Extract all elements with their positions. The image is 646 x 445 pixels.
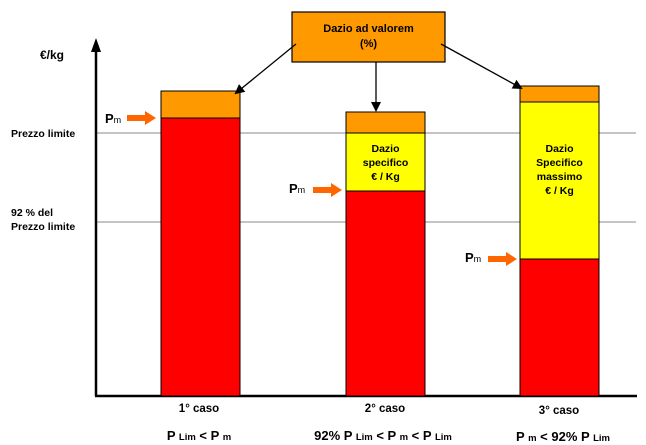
svg-text:Pm: Pm xyxy=(465,250,481,265)
svg-text:Pm: Pm xyxy=(105,111,121,126)
case3-duty-line2: Specifico xyxy=(536,157,583,169)
case1-title: 1° caso xyxy=(179,403,219,415)
case2-red-segment xyxy=(345,190,426,397)
pct92-label-line1: 92 % del xyxy=(11,207,53,219)
pm-arrow-icon xyxy=(488,252,517,266)
case3-title: 3° caso xyxy=(539,405,579,417)
case2-orange-segment xyxy=(345,111,426,134)
pm-marker-case3: Pm xyxy=(465,250,517,266)
case2-duty-line2: specifico xyxy=(363,157,409,169)
case3-duty-line3: massimo xyxy=(537,171,583,183)
case3-red-segment xyxy=(519,258,600,397)
prezzo-limite-label: Prezzo limite xyxy=(11,128,75,140)
case1-condition: P Lim < P m xyxy=(167,428,231,443)
pm-marker-case1: Pm xyxy=(105,111,156,126)
case2-title: 2° caso xyxy=(365,403,405,415)
case2-condition: 92% P Lim < P m < P Lim xyxy=(314,428,452,443)
dazio-ad-valorem-box xyxy=(291,11,446,63)
callout-arrow-case3 xyxy=(440,43,523,89)
callout-arrow-case1 xyxy=(234,43,297,95)
callout-line1: Dazio ad valorem xyxy=(323,23,414,35)
svg-text:Pm: Pm xyxy=(289,181,305,196)
case1-red-segment xyxy=(160,117,241,397)
case3-duty-line4: € / Kg xyxy=(545,185,574,197)
case2-duty-line3: € / Kg xyxy=(371,171,400,183)
pct92-label-line2: Prezzo limite xyxy=(11,221,75,233)
pm-arrow-icon xyxy=(313,183,342,197)
case3-duty-line1: Dazio xyxy=(545,143,573,155)
y-axis-arrowhead xyxy=(91,38,101,52)
callout-line2: (%) xyxy=(360,38,377,50)
case3-yellow-segment xyxy=(519,101,600,260)
case3-orange-segment xyxy=(519,85,600,103)
y-axis-label: €/kg xyxy=(40,48,64,62)
case1-orange-segment xyxy=(160,90,241,119)
case3-condition: P m < 92% P Lim xyxy=(516,429,610,444)
pm-marker-case2: Pm xyxy=(289,181,342,197)
case2-yellow-segment xyxy=(345,132,426,192)
case2-duty-line1: Dazio xyxy=(371,143,399,155)
pm-arrow-icon xyxy=(127,111,156,125)
